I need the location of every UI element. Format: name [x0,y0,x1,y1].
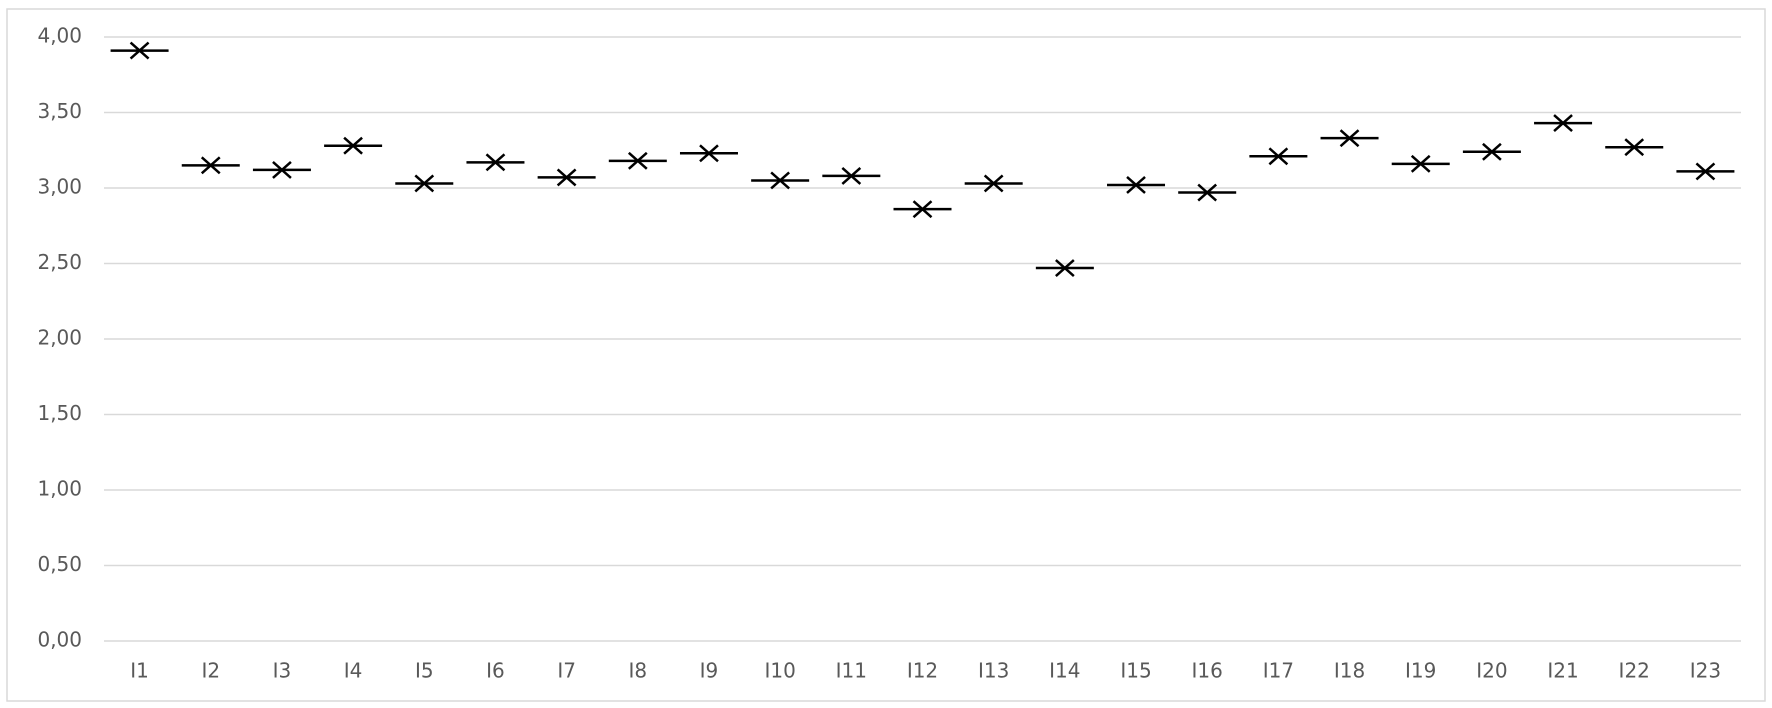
x-stroke [699,144,719,163]
x-tick-label: I11 [836,659,867,683]
y-tick-label: 2,00 [37,326,82,350]
x-tick-label: I14 [1049,659,1080,683]
y-tick-label: 2,50 [37,250,82,274]
marker [964,174,1023,193]
x-stroke [556,168,577,187]
marker [608,151,667,170]
marker [324,136,383,155]
x-stroke [1126,176,1146,194]
marker [1462,142,1521,161]
marker [1035,259,1094,277]
x-tick-label: I21 [1547,659,1578,683]
marker [252,160,311,179]
marker [1107,176,1166,194]
x-tick-label: I20 [1476,659,1507,683]
y-tick-label: 1,00 [37,477,82,501]
x-tick-label: I19 [1405,659,1436,683]
x-stroke [1339,129,1360,148]
x-tick-label: I7 [557,659,576,683]
marker [893,200,952,219]
x-stroke [627,151,648,170]
marker [1178,183,1237,202]
x-tick-label: I5 [415,659,434,683]
x-stroke [1055,259,1075,277]
x-tick-label: I15 [1120,659,1151,683]
marker [1249,147,1308,166]
x-tick-label: I2 [201,659,220,683]
x-stroke [129,41,150,60]
y-tick-label: 0,00 [37,628,82,652]
x-stroke [1197,183,1218,202]
x-tick-label: I8 [628,659,647,683]
y-tick-label: 3,50 [37,99,82,123]
x-stroke [770,171,790,190]
x-stroke [1410,154,1431,173]
x-tick-label: I6 [486,659,505,683]
x-stroke [1482,142,1502,161]
x-stroke [414,174,435,193]
x-tick-label: I1 [130,659,149,683]
y-tick-label: 1,50 [37,401,82,425]
x-stroke [1553,114,1573,133]
x-stroke [1624,138,1645,157]
x-tick-label: I9 [700,659,719,683]
marker [751,171,810,190]
x-stroke [1268,147,1289,166]
marker [1676,162,1735,181]
y-tick-label: 3,00 [37,175,82,199]
marker [181,156,240,175]
marker [822,166,881,185]
x-tick-label: I13 [978,659,1009,683]
marker [110,41,169,60]
x-stroke [1695,162,1716,181]
x-stroke [272,160,292,179]
x-stroke [485,153,506,172]
y-tick-label: 4,00 [37,24,82,48]
x-tick-label: I17 [1263,659,1294,683]
x-tick-label: I16 [1192,659,1223,683]
chart-border [6,8,1766,702]
marker [679,144,738,163]
x-tick-label: I23 [1690,659,1721,683]
marker [537,168,596,187]
marker [1391,154,1450,173]
marker [1534,114,1593,133]
x-tick-label: I3 [273,659,292,683]
x-stroke [200,156,221,175]
marker [466,153,525,172]
x-tick-label: I18 [1334,659,1365,683]
x-tick-label: I22 [1619,659,1650,683]
x-tick-label: I4 [344,659,363,683]
y-tick-label: 0,50 [37,552,82,576]
marker [1605,138,1664,157]
x-tick-label: I10 [764,659,795,683]
x-tick-label: I12 [907,659,938,683]
marker [395,174,454,193]
marker [1320,129,1379,148]
x-stroke [983,174,1004,193]
x-stroke [912,200,933,219]
x-stroke [841,166,862,185]
x-stroke [343,136,363,155]
